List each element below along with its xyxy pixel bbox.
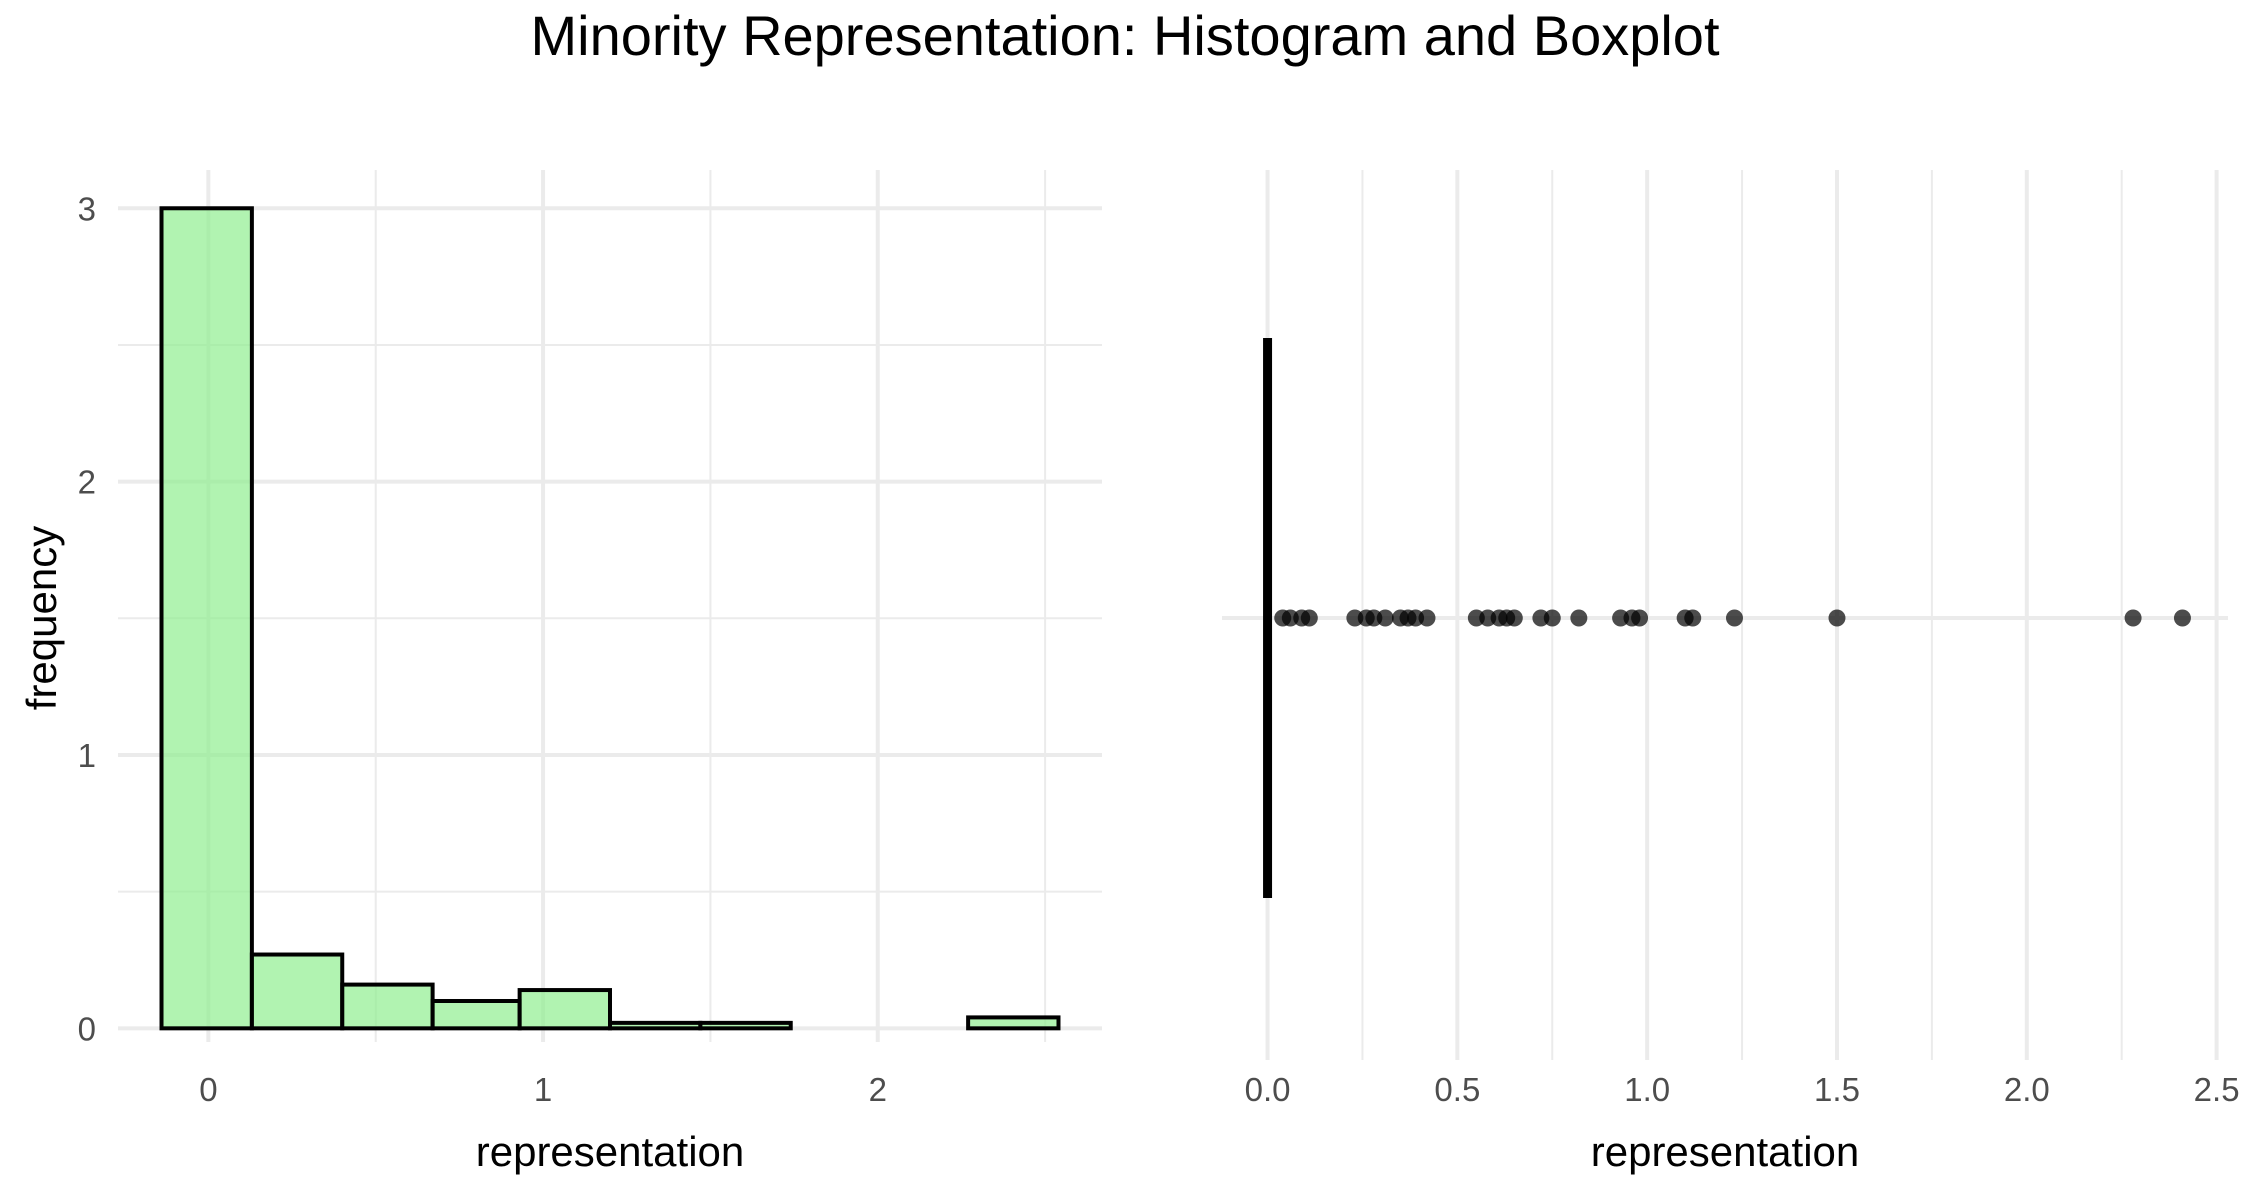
histogram-x-tick-label: 2 [869, 1071, 887, 1108]
boxplot-x-tick-label: 0.5 [1434, 1071, 1480, 1108]
boxplot-outlier-point [2173, 609, 2191, 627]
histogram-panel: 0 1 2 3 0 1 2 representation frequency [18, 170, 1102, 1175]
boxplot-outlier-point [1684, 609, 1702, 627]
histogram-bar [698, 1020, 793, 1031]
histogram-y-tick-label: 1 [78, 737, 96, 774]
boxplot-x-tick-label: 2.5 [2194, 1071, 2240, 1108]
boxplot-outlier-point [1505, 609, 1523, 627]
boxplot-outlier-point [1376, 609, 1394, 627]
histogram-bar [430, 998, 522, 1031]
boxplot-panel: 0.0 0.5 1.0 1.5 2.0 2.5 representation [1222, 170, 2240, 1175]
boxplot-outlier-point [2124, 609, 2142, 627]
boxplot-x-axis-title: representation [1591, 1128, 1860, 1175]
boxplot-outliers [1274, 609, 2191, 627]
histogram-bar [608, 1020, 703, 1031]
histogram-y-axis-title: frequency [18, 526, 65, 710]
histogram-x-tick-label: 0 [199, 1071, 217, 1108]
boxplot-outlier-point [1725, 609, 1743, 627]
boxplot-x-tick-label: 1.5 [1814, 1071, 1860, 1108]
boxplot-x-tick-label: 0.0 [1245, 1071, 1291, 1108]
histogram-bar [517, 988, 612, 1031]
histogram-y-ticks: 0 1 2 3 [78, 190, 96, 1047]
chart-title: Minority Representation: Histogram and B… [530, 4, 1719, 67]
boxplot-outlier-point [1418, 609, 1436, 627]
histogram-y-tick-label: 2 [78, 464, 96, 501]
histogram-bar [340, 982, 435, 1031]
histogram-x-ticks: 0 1 2 [199, 1071, 887, 1108]
boxplot-outlier-point [1828, 609, 1846, 627]
boxplot-outlier-point [1300, 609, 1318, 627]
boxplot-x-ticks: 0.0 0.5 1.0 1.5 2.0 2.5 [1245, 1071, 2240, 1108]
histogram-bar [249, 952, 345, 1031]
boxplot-x-tick-label: 2.0 [2004, 1071, 2050, 1108]
histogram-bar [966, 1015, 1061, 1031]
boxplot-outlier-point [1570, 609, 1588, 627]
histogram-grid [118, 170, 1102, 1042]
histogram-bars [159, 206, 1061, 1031]
boxplot-outlier-point [1543, 609, 1561, 627]
histogram-y-tick-label: 0 [78, 1010, 96, 1047]
histogram-bar [159, 206, 254, 1031]
boxplot-outlier-point [1631, 609, 1649, 627]
histogram-x-axis-title: representation [476, 1128, 745, 1175]
histogram-y-tick-label: 3 [78, 190, 96, 227]
histogram-x-tick-label: 1 [534, 1071, 552, 1108]
boxplot-x-tick-label: 1.0 [1624, 1071, 1670, 1108]
